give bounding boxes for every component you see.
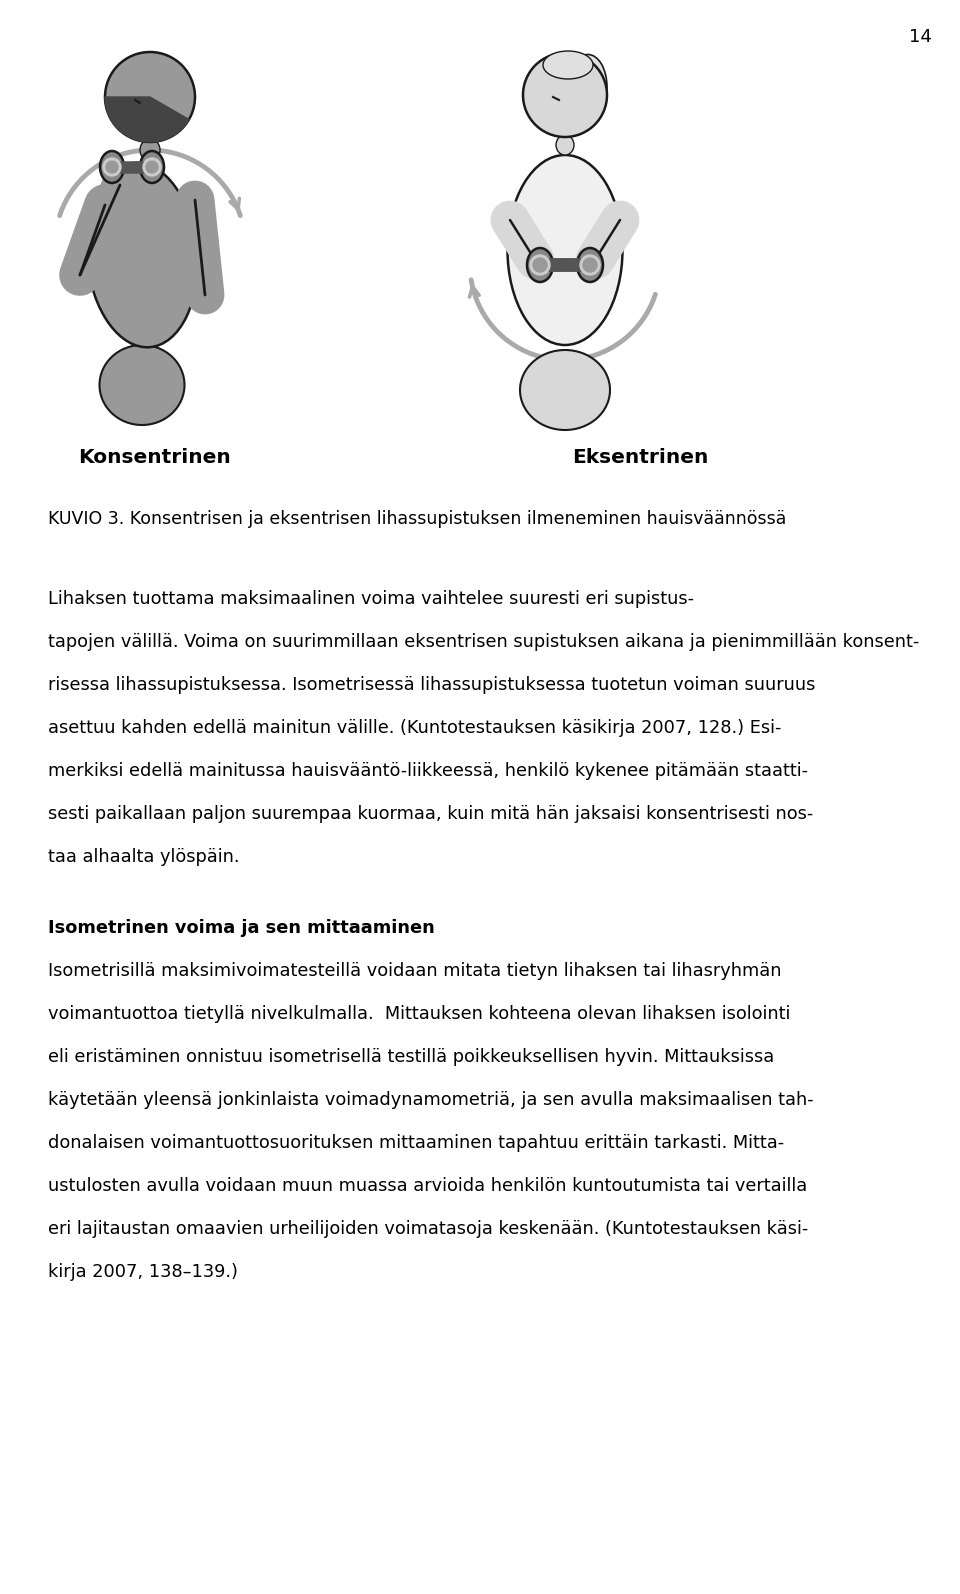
Circle shape (533, 258, 547, 273)
Text: Konsentrinen: Konsentrinen (79, 448, 231, 467)
Text: Isometrisillä maksimivoimatesteillä voidaan mitata tietyn lihaksen tai lihasryhm: Isometrisillä maksimivoimatesteillä void… (48, 963, 781, 980)
Circle shape (143, 158, 161, 175)
Text: ustulosten avulla voidaan muun muassa arvioida henkilön kuntoutumista tai vertai: ustulosten avulla voidaan muun muassa ar… (48, 1176, 807, 1196)
Circle shape (105, 53, 195, 142)
Text: eli eristäminen onnistuu isometrisellä testillä poikkeuksellisen hyvin. Mittauks: eli eristäminen onnistuu isometrisellä t… (48, 1047, 775, 1066)
Circle shape (106, 161, 118, 174)
Ellipse shape (527, 249, 553, 282)
Ellipse shape (140, 151, 164, 183)
Text: sesti paikallaan paljon suurempaa kuormaa, kuin mitä hän jaksaisi konsentrisesti: sesti paikallaan paljon suurempaa kuorma… (48, 805, 813, 823)
Text: asettuu kahden edellä mainitun välille. (Kuntotestauksen käsikirja 2007, 128.) E: asettuu kahden edellä mainitun välille. … (48, 719, 781, 736)
Text: taa alhaalta ylöspäin.: taa alhaalta ylöspäin. (48, 848, 239, 866)
Circle shape (103, 158, 121, 175)
Circle shape (146, 161, 158, 174)
Wedge shape (105, 97, 189, 142)
Text: Eksentrinen: Eksentrinen (572, 448, 708, 467)
Text: eri lajitaustan omaavien urheilijoiden voimatasoja keskenään. (Kuntotestauksen k: eri lajitaustan omaavien urheilijoiden v… (48, 1219, 808, 1239)
Text: risessa lihassupistuksessa. Isometrisessä lihassupistuksessa tuotetun voiman suu: risessa lihassupistuksessa. Isometrisess… (48, 676, 815, 693)
Circle shape (530, 255, 550, 276)
Circle shape (583, 258, 597, 273)
Text: KUVIO 3. Konsentrisen ja eksentrisen lihassupistuksen ilmeneminen hauisväännössä: KUVIO 3. Konsentrisen ja eksentrisen lih… (48, 510, 786, 528)
Text: donalaisen voimantuottosuorituksen mittaaminen tapahtuu erittäin tarkasti. Mitta: donalaisen voimantuottosuorituksen mitta… (48, 1133, 784, 1152)
Text: voimantuottoa tietyllä nivelkulmalla.  Mittauksen kohteena olevan lihaksen isolo: voimantuottoa tietyllä nivelkulmalla. Mi… (48, 1004, 790, 1023)
Ellipse shape (569, 54, 607, 120)
Ellipse shape (100, 344, 184, 426)
Ellipse shape (520, 351, 610, 430)
Ellipse shape (577, 249, 603, 282)
Text: Lihaksen tuottama maksimaalinen voima vaihtelee suuresti eri supistus-: Lihaksen tuottama maksimaalinen voima va… (48, 590, 694, 607)
Ellipse shape (543, 51, 593, 80)
Ellipse shape (100, 151, 124, 183)
Text: Isometrinen voima ja sen mittaaminen: Isometrinen voima ja sen mittaaminen (48, 920, 435, 937)
Text: merkiksi edellä mainitussa hauisvääntö-liikkeessä, henkilö kykenee pitämään staa: merkiksi edellä mainitussa hauisvääntö-l… (48, 762, 808, 779)
Ellipse shape (86, 163, 198, 347)
Ellipse shape (556, 135, 574, 155)
Circle shape (580, 255, 600, 276)
Text: 14: 14 (908, 29, 931, 46)
Circle shape (523, 53, 607, 137)
Text: tapojen välillä. Voima on suurimmillaan eksentrisen supistuksen aikana ja pienim: tapojen välillä. Voima on suurimmillaan … (48, 633, 920, 650)
Ellipse shape (140, 139, 160, 161)
Text: kirja 2007, 138–139.): kirja 2007, 138–139.) (48, 1262, 238, 1282)
Ellipse shape (508, 155, 622, 344)
Text: käytetään yleensä jonkinlaista voimadynamometriä, ja sen avulla maksimaalisen ta: käytetään yleensä jonkinlaista voimadyna… (48, 1090, 814, 1109)
